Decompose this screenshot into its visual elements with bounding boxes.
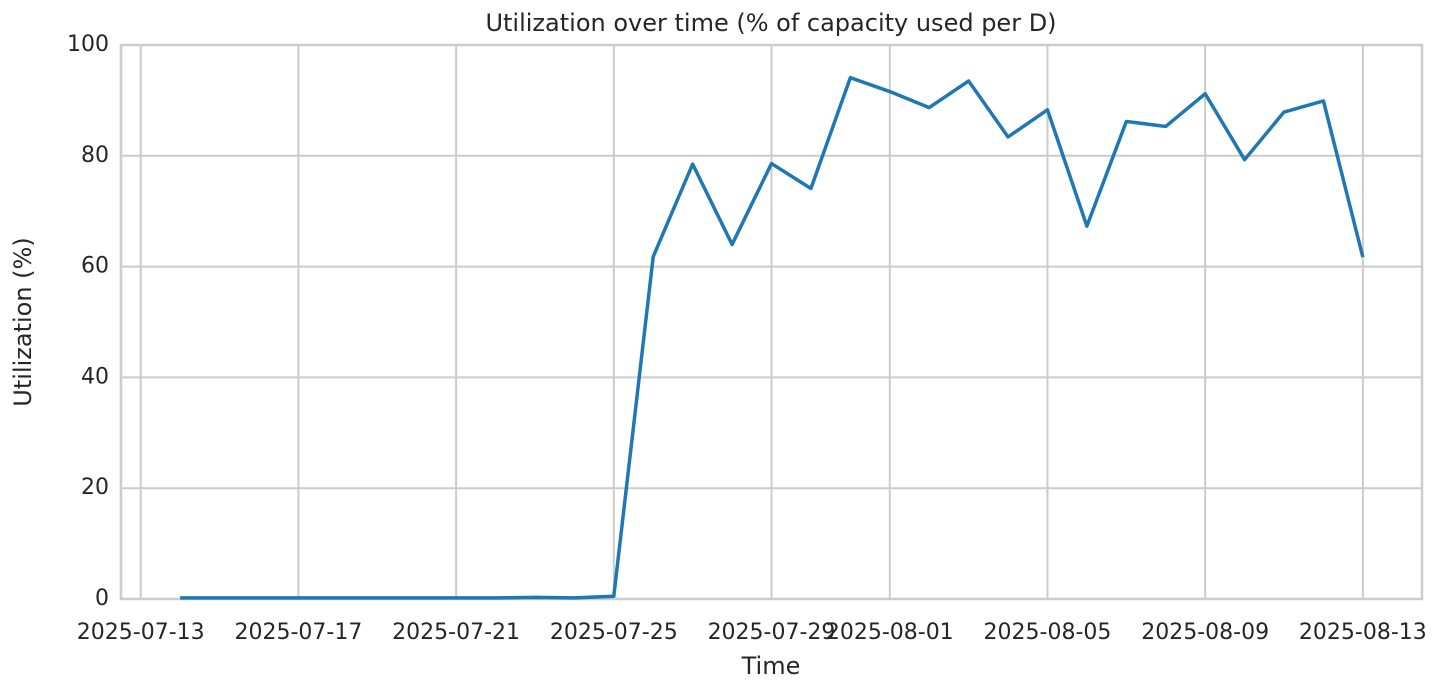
x-tick-label: 2025-08-01 [826,620,954,645]
x-tick-label: 2025-08-05 [984,620,1112,645]
y-tick-label: 100 [67,32,109,57]
y-tick-label: 0 [95,586,109,611]
chart-title: Utilization over time (% of capacity use… [485,9,1056,37]
x-tick-label: 2025-08-13 [1299,620,1427,645]
x-tick-label: 2025-08-09 [1141,620,1269,645]
x-tick-label: 2025-07-17 [234,620,362,645]
y-axis-label: Utilization (%) [9,237,37,406]
x-tick-label: 2025-07-21 [392,620,520,645]
x-axis-label: Time [741,652,801,680]
y-tick-label: 80 [81,143,109,168]
x-tick-label: 2025-07-25 [550,620,678,645]
x-tick-label: 2025-07-29 [708,620,836,645]
data-line [180,75,1365,600]
y-tick-label: 40 [81,364,109,389]
x-tick-label: 2025-07-13 [77,620,205,645]
plot-frame [119,43,1424,601]
y-tick-label: 60 [81,254,109,279]
y-tick-label: 20 [81,475,109,500]
